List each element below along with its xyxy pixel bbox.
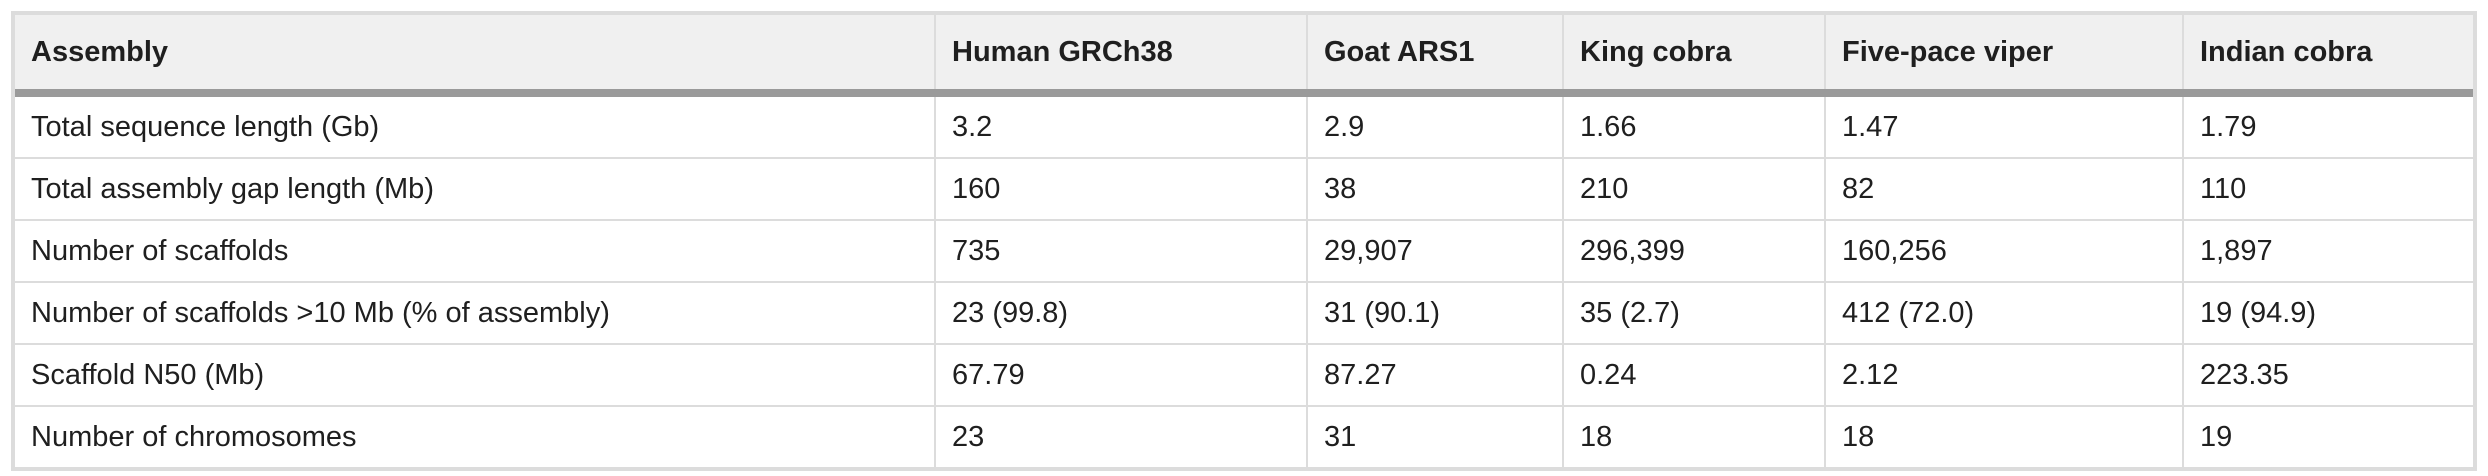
data-cell: 29,907 — [1306, 219, 1563, 282]
data-cell: 31 — [1306, 405, 1563, 467]
data-cell: 296,399 — [1562, 219, 1825, 282]
table-row: Number of scaffolds >10 Mb (% of assembl… — [15, 281, 2473, 344]
table-row: Number of scaffolds 735 29,907 296,399 160,2… — [15, 219, 2473, 282]
table-row: Total assembly gap length (Mb) 160 38 210 82… — [15, 157, 2473, 220]
row-label: Scaffold N50 (Mb) — [15, 343, 935, 406]
data-cell: 82 — [1824, 157, 2183, 220]
data-cell: 160 — [934, 157, 1307, 220]
data-cell: 31 (90.1) — [1306, 281, 1563, 344]
header-cell: Five-pace viper — [1824, 15, 2183, 97]
data-cell: 160,256 — [1824, 219, 2183, 282]
table-row: Total sequence length (Gb) 3.2 2.9 1.66 1.47… — [15, 93, 2473, 158]
row-label: Number of scaffolds — [15, 219, 935, 282]
row-label: Number of chromosomes — [15, 405, 935, 467]
data-table: Assembly Human GRCh38 Goat ARS1 King cobra F… — [15, 15, 2473, 467]
header-cell: King cobra — [1562, 15, 1825, 97]
data-cell: 19 — [2182, 405, 2473, 467]
data-cell: 18 — [1824, 405, 2183, 467]
row-label: Total assembly gap length (Mb) — [15, 157, 935, 220]
row-label: Total sequence length (Gb) — [31, 110, 380, 143]
header-cell: Goat ARS1 — [1306, 15, 1563, 97]
data-cell: 2.12 — [1824, 343, 2183, 406]
data-cell: 412 (72.0) — [1824, 281, 2183, 344]
data-cell: 23 (99.8) — [934, 281, 1307, 344]
table-header: Assembly Human GRCh38 Goat ARS1 King cobra F… — [15, 15, 2473, 97]
data-cell: 87.27 — [1306, 343, 1563, 406]
data-cell: 1.47 — [1824, 93, 2183, 158]
table-frame: Assembly Human GRCh38 Goat ARS1 King cobra F… — [11, 11, 2477, 471]
data-cell: 18 — [1562, 405, 1825, 467]
data-cell: 210 — [1562, 157, 1825, 220]
data-cell: 1.66 — [1562, 93, 1825, 158]
data-cell: 23 — [934, 405, 1307, 467]
data-cell: 0.24 — [1562, 343, 1825, 406]
header-cell: Human GRCh38 — [934, 15, 1307, 97]
data-cell: 110 — [2182, 157, 2473, 220]
data-cell: 735 — [934, 219, 1307, 282]
header-cell: Assembly — [15, 15, 935, 97]
data-cell: 2.9 — [1306, 93, 1563, 158]
header-cell: Indian cobra — [2182, 15, 2473, 97]
data-cell: 223.35 — [2182, 343, 2473, 406]
data-cell: 1.79 — [2182, 93, 2473, 158]
data-cell: 38 — [1306, 157, 1563, 220]
data-cell: 1,897 — [2182, 219, 2473, 282]
table-body: Total sequence length (Gb) 3.2 2.9 1.66 1.47… — [15, 93, 2473, 467]
header-row: Assembly Human GRCh38 Goat ARS1 King cobra F… — [15, 15, 2473, 97]
table-row: Scaffold N50 (Mb) 67.79 87.27 0.24 2.12 223.3… — [15, 343, 2473, 406]
table-row: Number of chromosomes 23 31 18 18 19 — [15, 405, 2473, 467]
data-cell: 35 (2.7) — [1562, 281, 1825, 344]
data-cell: 3.2 — [934, 93, 1307, 158]
data-cell: 67.79 — [934, 343, 1307, 406]
row-label: Number of scaffolds >10 Mb (% of assembl… — [15, 281, 935, 344]
data-cell: 19 (94.9) — [2182, 281, 2473, 344]
